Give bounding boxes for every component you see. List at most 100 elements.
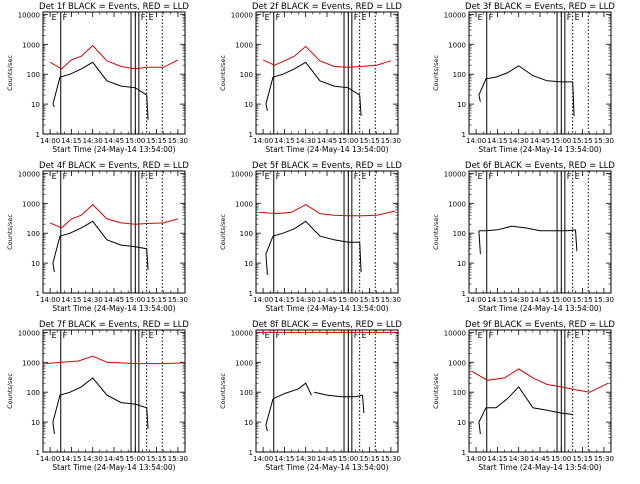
x-tick-label: 15:15: [147, 137, 167, 145]
flag-marker: E: [265, 13, 270, 22]
x-tick-label: 14:30: [296, 296, 316, 304]
x-tick-label: 14:15: [274, 137, 294, 145]
series-events-line: [146, 407, 149, 429]
series-lld-line: [262, 45, 392, 68]
y-tick-label: 1: [249, 131, 253, 139]
x-tick-label: 14:30: [83, 296, 103, 304]
y-tick-label: 10: [31, 260, 40, 268]
flag-marker: F: [489, 331, 494, 340]
x-tick-label: 15:15: [573, 137, 593, 145]
series-events-line: [478, 422, 481, 435]
x-tick-label: 15:00: [551, 455, 571, 463]
flag-marker: F: [276, 331, 281, 340]
panel-det7: Det 7f BLACK = Events, RED = LLD 1 10 100 10…: [6, 320, 189, 472]
series-events-line: [478, 230, 481, 255]
x-tick-label: 14:15: [61, 296, 81, 304]
x-tick-label: 15:15: [573, 455, 593, 463]
x-tick-label: 14:45: [104, 455, 124, 463]
x-axis-label: Start Time (24-May-14 13:54:00): [478, 145, 601, 154]
series-lld-line: [49, 44, 179, 70]
series-events-line: [146, 95, 149, 120]
flag-marker: F: [276, 172, 281, 181]
y-tick-label: 10: [244, 260, 253, 268]
y-tick-label: 1: [462, 290, 466, 298]
x-tick-label: 14:00: [253, 296, 273, 304]
x-axis-label: Start Time (24-May-14 13:54:00): [478, 304, 601, 313]
y-tick-label: 10000: [444, 170, 466, 178]
y-tick-label: 1000: [448, 41, 466, 49]
x-tick-label: 15:00: [338, 455, 358, 463]
chart-title: Det 3f BLACK = Events, RED = LLD: [465, 2, 615, 12]
x-tick-label: 14:45: [317, 455, 337, 463]
x-axis-label: Start Time (24-May-14 13:54:00): [52, 145, 175, 154]
x-tick-label: 14:15: [274, 455, 294, 463]
series-events-line: [52, 61, 147, 105]
series-events-line: [314, 391, 363, 398]
flag-marker: E: [52, 13, 57, 22]
y-axis-label: Counts/sec: [432, 214, 440, 250]
y-tick-label: 10: [31, 101, 40, 109]
x-tick-label: 15:15: [147, 455, 167, 463]
y-tick-label: 10000: [444, 11, 466, 19]
x-tick-label: 14:00: [253, 137, 273, 145]
y-tick-label: 100: [453, 389, 466, 397]
flag-marker: F: [276, 13, 281, 22]
y-tick-label: 100: [453, 71, 466, 79]
x-tick-label: 15:00: [551, 137, 571, 145]
y-tick-label: 10000: [18, 11, 40, 19]
series-events-line: [265, 424, 268, 432]
x-tick-label: 15:30: [381, 455, 401, 463]
series-events-line: [572, 81, 575, 117]
x-tick-label: 15:30: [168, 296, 188, 304]
chart-title: Det 7f BLACK = Events, RED = LLD: [39, 320, 189, 330]
flag-marker: E: [149, 13, 154, 22]
x-tick-label: 15:15: [360, 296, 380, 304]
flag-marker: E: [478, 13, 483, 22]
x-tick-label: 14:30: [296, 455, 316, 463]
y-axis-label: Counts/sec: [6, 55, 14, 91]
x-tick-label: 15:30: [594, 455, 614, 463]
panel-det8: Det 8f BLACK = Events, RED = LLD 1 10 100 10…: [219, 320, 402, 472]
flag-marker: E: [478, 331, 483, 340]
flag-marker: E: [362, 13, 367, 22]
chart-title: Det 1f BLACK = Events, RED = LLD: [39, 2, 189, 12]
flag-marker: E: [265, 331, 270, 340]
series-group: [45, 355, 183, 435]
x-tick-label: 14:00: [466, 296, 486, 304]
series-group: [49, 203, 179, 273]
y-tick-label: 10: [457, 260, 466, 268]
series-events-line: [478, 65, 573, 96]
flag-marker: F: [63, 13, 68, 22]
y-tick-label: 10000: [18, 170, 40, 178]
panel-det6: Det 6f BLACK = Events, RED = LLD 1 10 100 10…: [432, 161, 615, 313]
flag-marker: F: [141, 172, 146, 181]
flag-marker: F: [354, 331, 359, 340]
x-tick-label: 14:15: [61, 137, 81, 145]
chart-title: Det 9f BLACK = Events, RED = LLD: [465, 320, 615, 330]
series-lld-line: [258, 204, 396, 217]
series-lld-line: [45, 355, 183, 365]
axes-frame: [255, 329, 399, 453]
y-tick-label: 10000: [444, 329, 466, 337]
series-events-line: [146, 248, 149, 270]
flag-marker: E: [52, 172, 57, 181]
x-tick-label: 15:00: [125, 455, 145, 463]
axes-frame: [42, 329, 186, 453]
x-tick-label: 14:30: [83, 137, 103, 145]
panel-det1: Det 1f BLACK = Events, RED = LLD 1 10 100 10…: [6, 2, 189, 154]
flag-marker: E: [575, 13, 580, 22]
y-tick-label: 100: [27, 389, 40, 397]
x-tick-label: 15:00: [338, 296, 358, 304]
x-tick-label: 15:00: [338, 137, 358, 145]
series-group: [478, 225, 578, 255]
y-tick-label: 1: [36, 449, 40, 457]
flag-marker: F: [354, 172, 359, 181]
flag-marker: E: [478, 172, 483, 181]
x-tick-label: 14:00: [40, 455, 60, 463]
y-tick-label: 1000: [235, 359, 253, 367]
x-tick-label: 14:45: [530, 296, 550, 304]
x-tick-label: 15:30: [594, 137, 614, 145]
y-tick-label: 1: [462, 131, 466, 139]
